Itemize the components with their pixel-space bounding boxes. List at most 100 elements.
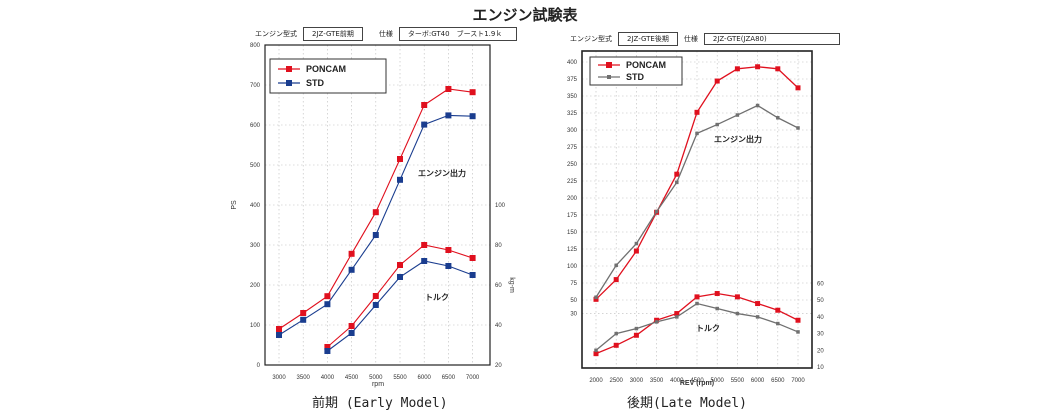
late-poncam-power-point (734, 66, 740, 72)
early-header: エンジン型式 2JZ-GTE前期 仕様 ターボ:GT40 ブースト1.9ｋ (255, 27, 518, 41)
late-ytick-label: 200 (567, 196, 578, 202)
early-xlabel: rpm (372, 381, 384, 388)
late-poncam-power-point (593, 296, 599, 302)
early-ytick-label: 300 (250, 243, 261, 249)
early-std-torque-point (348, 330, 355, 336)
late-spec-label: 仕様 (683, 35, 698, 43)
early-poncam-torque-point (372, 293, 379, 299)
late-std-torque-point (654, 320, 659, 324)
early-xtick-label: 3500 (297, 375, 311, 381)
early-xtick-label: 4500 (345, 375, 359, 381)
late-std-power-point (654, 209, 659, 214)
early-xtick-label: 6500 (442, 375, 456, 381)
early-ytick-label: 100 (250, 323, 261, 329)
late-ytick-label: 75 (570, 281, 577, 287)
early-std-power-point (324, 301, 331, 308)
late-legend-label-poncam: PONCAM (626, 60, 666, 70)
late-legend-box (589, 56, 683, 86)
early-poncam-power-point (372, 209, 379, 216)
late-xtick-label: 6500 (771, 378, 785, 384)
early-legend-box (269, 58, 387, 94)
late-annotation-power: エンジン出力 (714, 134, 762, 144)
early-y2tick-label: 80 (495, 243, 502, 249)
early-poncam-torque-point (324, 344, 331, 350)
early-std-power-point (372, 232, 379, 238)
late-poncam-power-point (613, 277, 619, 283)
late-annotation-torque: トルク (696, 323, 720, 333)
late-poncam-torque-point (674, 311, 680, 317)
late-std-torque-point (715, 306, 719, 311)
early-xtick-label: 7000 (466, 375, 480, 381)
early-legend-marker-std (286, 80, 292, 86)
early-poncam-power-point (300, 310, 307, 316)
late-std-power-point (776, 116, 780, 120)
early-xtick-label: 3000 (272, 375, 286, 381)
late-poncam-power-point (694, 109, 700, 115)
early-engine-label: エンジン型式 (255, 30, 297, 38)
late-poncam-power-point (714, 78, 720, 84)
late-std-power-point (675, 180, 679, 185)
early-y2label: kg-m (508, 277, 515, 293)
late-poncam-torque-point (775, 307, 781, 313)
early-ytick-label: 400 (250, 203, 261, 209)
late-xtick-label: 5500 (731, 378, 745, 384)
late-poncam-power-point (795, 85, 801, 91)
early-std-power-point (397, 176, 403, 183)
early-poncam-torque-point (348, 323, 355, 329)
early-ytick-label: 800 (250, 43, 261, 49)
early-y2tick-label: 100 (495, 203, 506, 209)
late-ytick-label: 225 (567, 179, 578, 185)
late-ytick-label: 350 (567, 94, 578, 100)
late-xtick-label: 4000 (670, 378, 684, 384)
late-std-power-point (715, 122, 719, 127)
early-annotation-torque: トルク (425, 292, 449, 302)
early-std-torque-point (421, 258, 428, 264)
late-xtick-label: 2000 (589, 378, 603, 384)
late-std-torque-point (796, 330, 800, 334)
early-std-power-point (445, 112, 452, 119)
early-std-torque-point (372, 302, 379, 308)
late-ytick-label: 250 (567, 162, 578, 168)
early-xtick-label: 4000 (321, 375, 335, 381)
late-poncam-power-point (755, 64, 761, 70)
late-y2tick-label: 20 (817, 348, 824, 354)
late-poncam-power-point (775, 66, 781, 72)
early-poncam-torque-point (397, 262, 403, 268)
late-std-torque-point (594, 348, 598, 353)
late-xtick-label: 2500 (610, 378, 624, 384)
early-spec-label: 仕様 (378, 30, 393, 38)
early-legend-label-poncam: PONCAM (306, 64, 346, 74)
early-y2tick-label: 20 (495, 363, 502, 369)
page-title: エンジン試験表 (472, 6, 578, 24)
late-engine-label: エンジン型式 (570, 35, 612, 43)
late-caption: 後期(Late Model) (627, 396, 747, 411)
late-ytick-label: 50 (570, 298, 577, 304)
late-ytick-label: 100 (567, 264, 578, 270)
late-xtick-label: 7000 (791, 378, 805, 384)
early-std-power-point (300, 316, 307, 323)
late-xtick-label: 5000 (711, 378, 725, 384)
late-std-power-point (735, 113, 740, 117)
early-poncam-power-point (276, 326, 282, 332)
late-ytick-label: 275 (567, 145, 578, 151)
early-ytick-label: 200 (250, 283, 261, 289)
early-std-torque-point (469, 272, 476, 278)
late-ytick-label: 375 (567, 77, 578, 83)
late-std-torque-point (776, 321, 780, 326)
late-engine-value: 2JZ-GTE後期 (618, 32, 678, 46)
early-annotation-power: エンジン出力 (418, 168, 466, 178)
late-poncam-torque-point (633, 332, 639, 338)
late-legend-label-std: STD (626, 72, 645, 82)
early-std-torque-point (324, 348, 331, 354)
late-poncam-power-point (633, 248, 639, 254)
late-std-power-point (695, 131, 699, 136)
early-std-power-point (469, 113, 476, 120)
late-poncam-torque-point (795, 317, 801, 323)
late-std-power-point (634, 241, 639, 246)
late-ytick-label: 175 (567, 213, 578, 219)
late-ytick-label: 300 (567, 128, 578, 134)
late-xtick-label: 6000 (751, 378, 765, 384)
early-ytick-label: 500 (250, 163, 261, 169)
late-poncam-torque-point (755, 301, 761, 307)
